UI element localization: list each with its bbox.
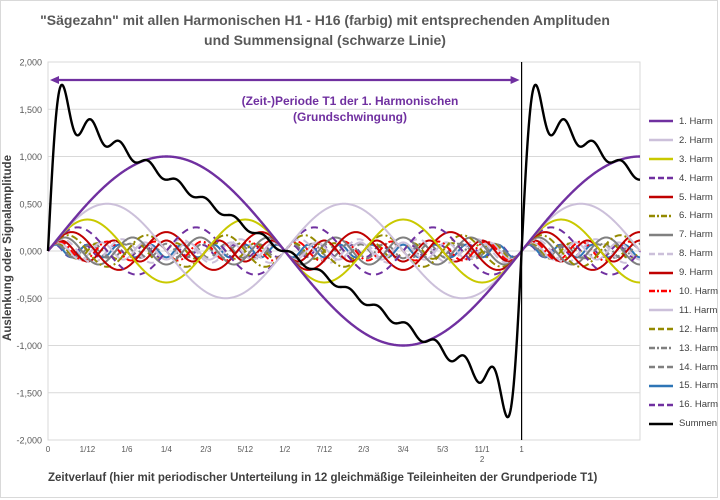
legend-label: 15. Harm bbox=[679, 380, 718, 392]
y-axis-label: Auslenkung oder Signalamplitude bbox=[2, 155, 14, 341]
legend-item: 8. Harm bbox=[648, 244, 718, 263]
x-tick-label: 1/4 bbox=[161, 445, 173, 454]
legend-label: 9. Harm bbox=[679, 267, 713, 279]
legend-swatch bbox=[649, 120, 673, 123]
x-tick-label: 0 bbox=[46, 445, 51, 454]
legend-label: 14. Harm bbox=[679, 361, 718, 373]
chart-subtitle: und Summensignal (schwarze Linie) bbox=[204, 32, 446, 48]
x-tick-label: 1/12 bbox=[80, 445, 96, 454]
legend-item: 15. Harm bbox=[648, 376, 718, 395]
y-tick-labels: 2,000 1,500 1,000 0,500 0,000 -0,500 -1,000 -1,… bbox=[16, 58, 42, 446]
period-marker bbox=[50, 62, 523, 440]
x-tick-label: 2 bbox=[480, 455, 485, 464]
series-layer bbox=[46, 83, 641, 419]
legend-swatch bbox=[649, 233, 673, 236]
y-tick-label: -1,000 bbox=[16, 341, 42, 351]
legend-swatch bbox=[649, 309, 673, 312]
legend-label: 8. Harm bbox=[679, 248, 713, 260]
legend-swatch bbox=[649, 365, 673, 369]
legend: 1. Harm 2. Harm 3. Harm 4. Harm 5. Harm 6. Ha… bbox=[648, 112, 718, 433]
legend-label: 12. Harm bbox=[679, 323, 718, 335]
legend-item: 9. Harm bbox=[648, 263, 718, 282]
legend-item: 13. Harm bbox=[648, 339, 718, 358]
legend-label: 6. Harm bbox=[679, 210, 713, 222]
legend-item: 14. Harm bbox=[648, 358, 718, 377]
legend-swatch bbox=[649, 158, 673, 161]
y-tick-label: -2,000 bbox=[16, 436, 42, 446]
x-tick-label: 1 bbox=[519, 445, 524, 454]
legend-swatch bbox=[649, 271, 673, 274]
x-tick-label: 5/12 bbox=[238, 445, 254, 454]
legend-label: 10. Harm bbox=[679, 285, 718, 297]
legend-label: 7. Harm bbox=[679, 229, 713, 241]
legend-label: 3. Harm bbox=[679, 153, 713, 165]
legend-swatch bbox=[649, 403, 673, 406]
legend-label: 13. Harm bbox=[679, 342, 718, 354]
legend-label: 16. Harm bbox=[679, 399, 718, 411]
legend-label: 11. Harm bbox=[679, 304, 718, 316]
period-annotation-line2: (Grundschwingung) bbox=[293, 110, 407, 124]
legend-swatch bbox=[649, 195, 673, 199]
x-tick-labels: 0 1/12 1/6 1/4 2/3 5/12 1/2 7/12 2/3 3/4 5/3 11/12 1 bbox=[46, 445, 525, 464]
series-line-harm-9 bbox=[47, 239, 641, 263]
chart-title: "Sägezahn" mit allen Harmonischen H1 - H… bbox=[40, 12, 610, 28]
y-tick-label: -0,500 bbox=[16, 294, 42, 304]
x-tick-label: 11/1 bbox=[475, 445, 491, 454]
y-tick-label: -1,500 bbox=[16, 388, 42, 398]
legend-swatch bbox=[649, 328, 673, 331]
x-axis-label: Zeitverlauf (hier mit periodischer Unter… bbox=[48, 472, 598, 484]
x-tick-label: 5/3 bbox=[437, 445, 449, 454]
legend-item: 3. Harm bbox=[648, 150, 718, 169]
legend-swatch bbox=[649, 139, 673, 142]
period-annotation-line1: (Zeit-)Periode T1 der 1. Harmonischen bbox=[241, 94, 459, 108]
legend-swatch bbox=[649, 346, 673, 350]
legend-item: 5. Harm bbox=[648, 188, 718, 207]
legend-item: 16. Harm bbox=[648, 395, 718, 414]
legend-item: Summen bbox=[648, 414, 718, 433]
period-arrow-head-right bbox=[510, 76, 520, 84]
legend-label: 5. Harm bbox=[679, 191, 713, 203]
legend-item: 2. Harm bbox=[648, 131, 718, 150]
legend-item: 4. Harm bbox=[648, 169, 718, 188]
y-tick-label: 1,000 bbox=[19, 152, 42, 162]
x-tick-label: 1/2 bbox=[279, 445, 291, 454]
series-line-harm-6 bbox=[47, 234, 641, 268]
x-tick-label: 7/12 bbox=[316, 445, 332, 454]
series-line-summen bbox=[46, 83, 641, 419]
legend-item: 7. Harm bbox=[648, 225, 718, 244]
legend-swatch bbox=[649, 176, 673, 180]
legend-swatch bbox=[649, 384, 673, 388]
legend-swatch bbox=[649, 214, 673, 218]
series-line-harm-5 bbox=[47, 231, 641, 271]
y-tick-label: 1,500 bbox=[19, 105, 42, 115]
period-arrow-head-left bbox=[50, 76, 59, 84]
legend-item: 11. Harm bbox=[648, 301, 718, 320]
legend-item: 6. Harm bbox=[648, 206, 718, 225]
series-line-harm-4 bbox=[47, 226, 641, 276]
y-tick-label: 2,000 bbox=[19, 58, 42, 68]
x-tick-label: 3/4 bbox=[398, 445, 410, 454]
legend-item: 10. Harm bbox=[648, 282, 718, 301]
legend-item: 1. Harm bbox=[648, 112, 718, 131]
x-tick-label: 2/3 bbox=[358, 445, 370, 454]
legend-item: 12. Harm bbox=[648, 320, 718, 339]
legend-label: 2. Harm bbox=[679, 134, 713, 146]
legend-label: Summen bbox=[679, 418, 718, 430]
y-tick-label: 0,500 bbox=[19, 199, 42, 209]
x-tick-label: 1/6 bbox=[121, 445, 133, 454]
x-tick-label: 2/3 bbox=[200, 445, 212, 454]
legend-swatch bbox=[649, 422, 673, 425]
legend-label: 4. Harm bbox=[679, 172, 713, 184]
legend-label: 1. Harm bbox=[679, 115, 713, 127]
legend-swatch bbox=[649, 252, 673, 255]
y-tick-label: 0,000 bbox=[19, 247, 42, 257]
legend-swatch bbox=[649, 290, 673, 293]
